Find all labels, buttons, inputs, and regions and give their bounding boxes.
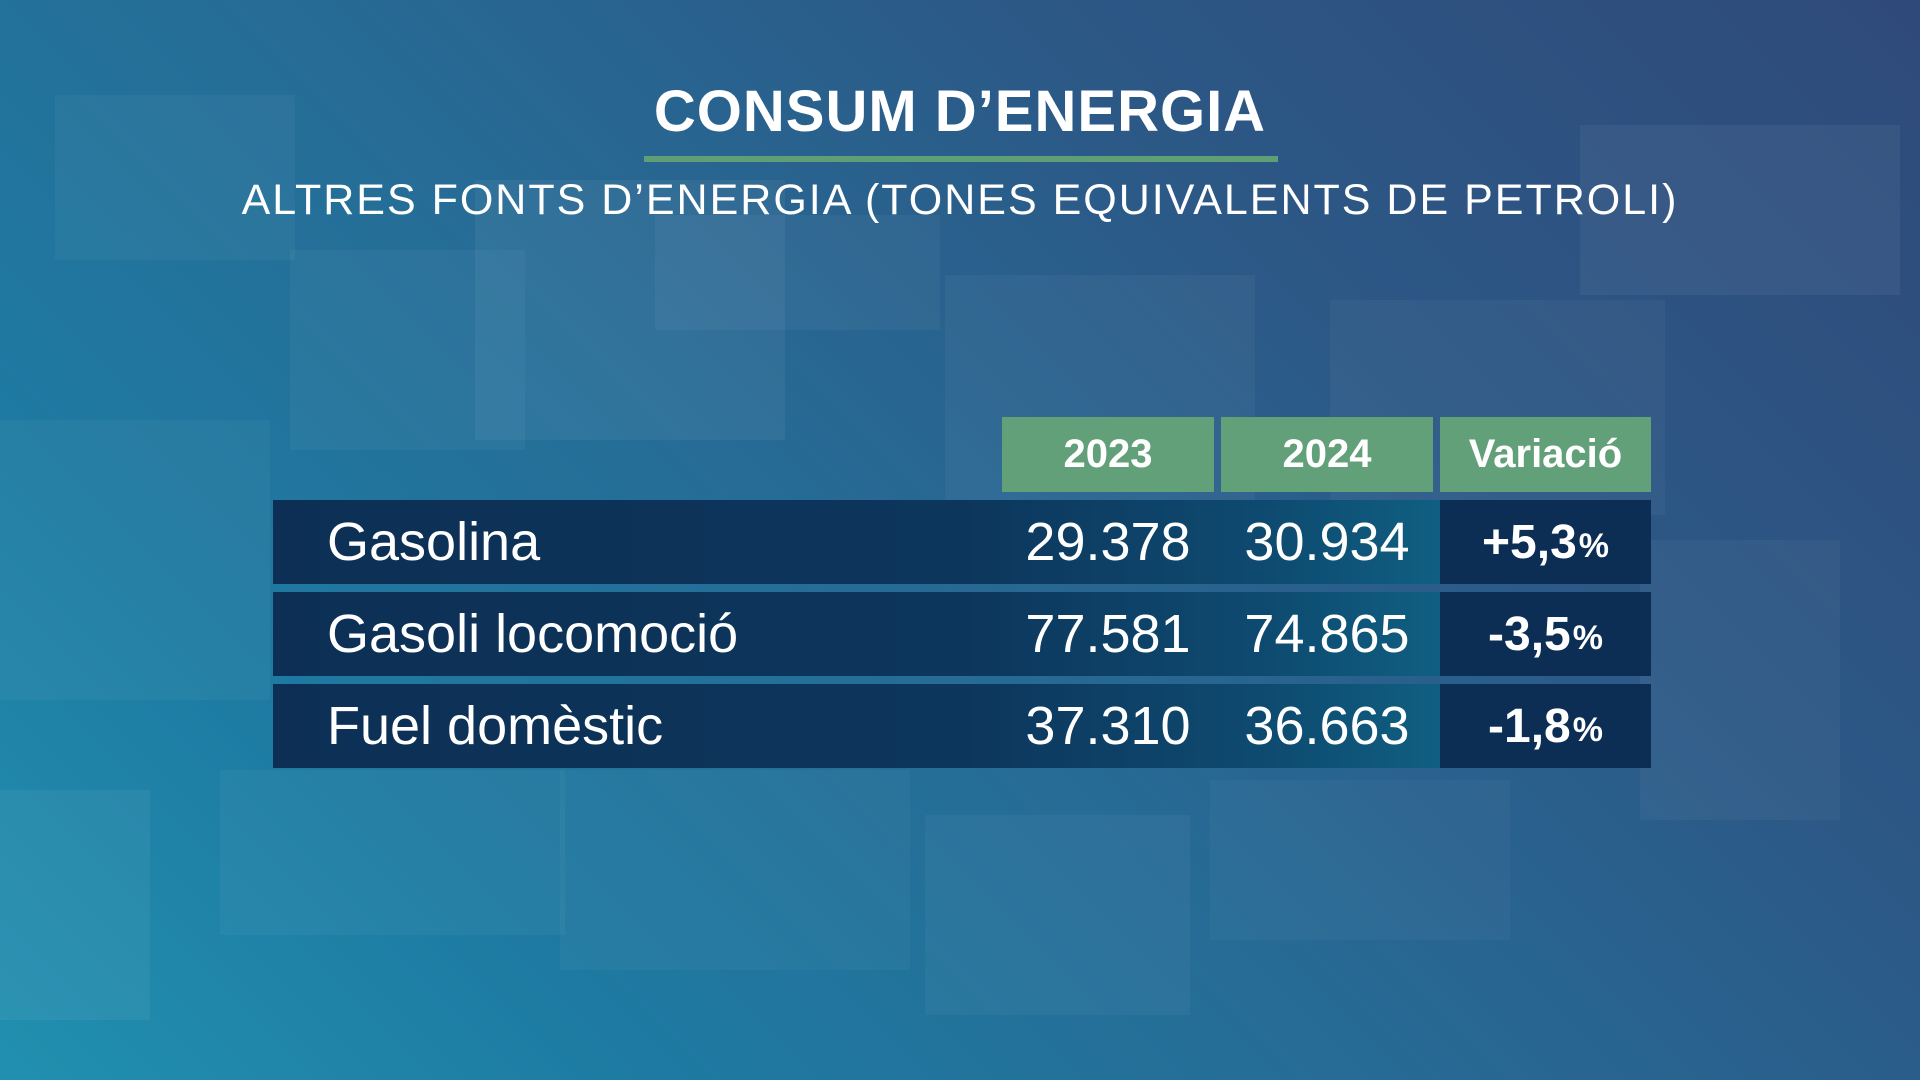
value-2024: 36.663 [1244, 696, 1410, 756]
value-2023: 77.581 [1025, 604, 1191, 664]
variation-cell: -1,8% [1440, 684, 1651, 768]
column-header-2023: 2023 [1002, 417, 1214, 492]
variation-value: -3,5 [1488, 607, 1571, 661]
row-label: Gasolina [327, 512, 541, 572]
value-2023: 37.310 [1025, 696, 1191, 756]
percent-sign: % [1578, 526, 1609, 565]
variation-value: -1,8 [1488, 699, 1571, 753]
percent-sign: % [1572, 710, 1603, 749]
chart-subtitle: ALTRES FONTS D’ENERGIA (TONES EQUIVALENT… [241, 176, 1679, 224]
row-label: Gasoli locomoció [327, 604, 739, 664]
table-row-gasoli-locomocio: Gasoli locomoció 77.581 74.865 -3,5% [273, 592, 1651, 676]
table-row-gasolina: Gasolina 29.378 30.934 +5,3% [273, 500, 1651, 584]
value-2024: 74.865 [1244, 604, 1410, 664]
variation-cell: +5,3% [1440, 500, 1651, 584]
column-header-2024: 2024 [1221, 417, 1433, 492]
variation-cell: -3,5% [1440, 592, 1651, 676]
chart-title: CONSUM D’ENERGIA [653, 79, 1267, 144]
percent-sign: % [1572, 618, 1603, 657]
variation-value: +5,3 [1482, 515, 1577, 569]
table-row-fuel-domestic: Fuel domèstic 37.310 36.663 -1,8% [273, 684, 1651, 768]
title-underline [644, 156, 1278, 162]
column-header-variation: Variació [1440, 417, 1651, 492]
value-2024: 30.934 [1244, 512, 1410, 572]
value-2023: 29.378 [1025, 512, 1191, 572]
row-label: Fuel domèstic [327, 696, 664, 756]
